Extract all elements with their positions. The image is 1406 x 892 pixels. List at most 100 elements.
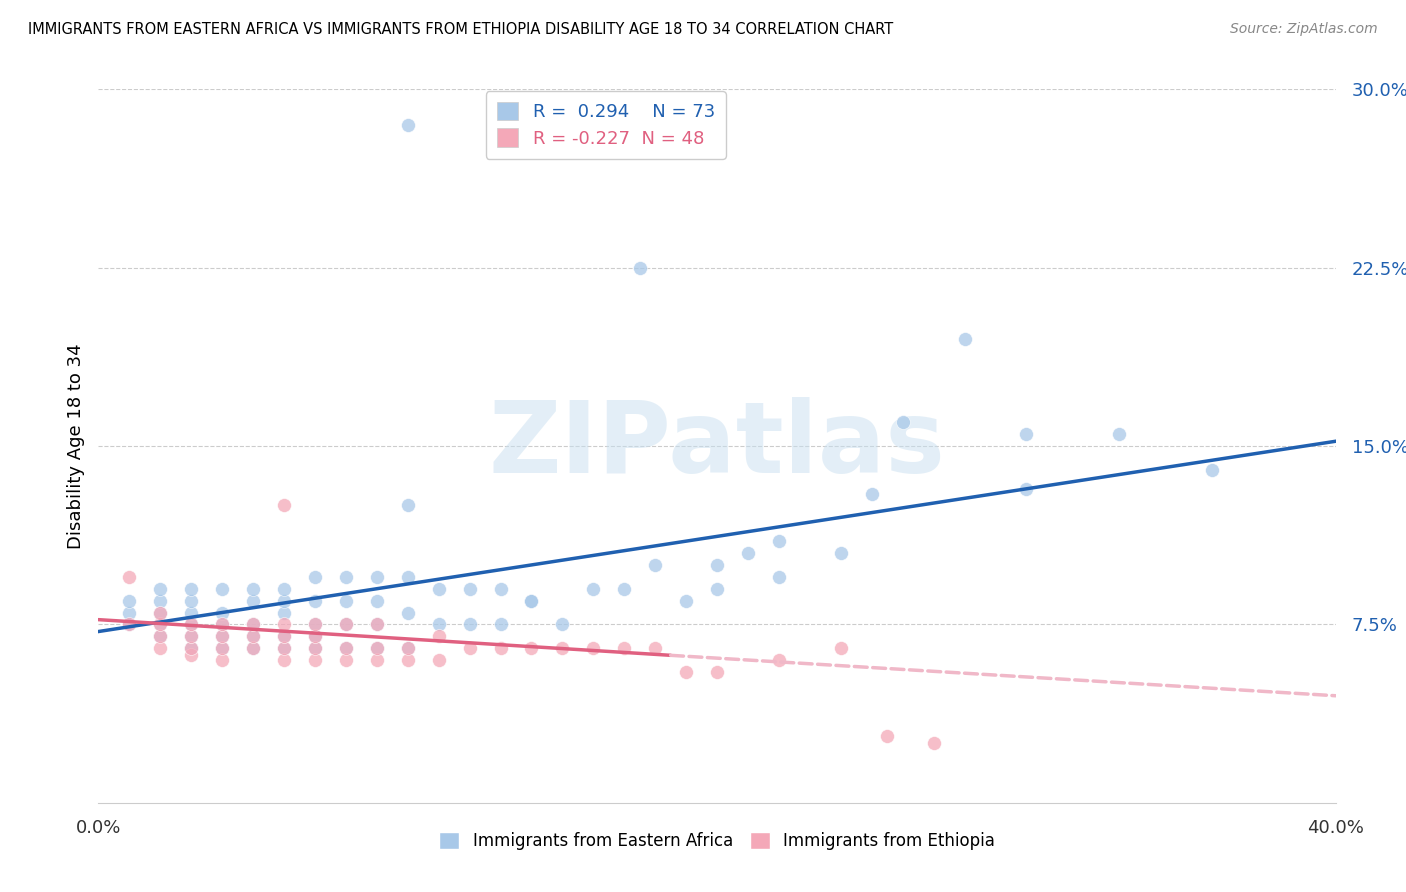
Point xyxy=(149,617,172,632)
Point xyxy=(180,641,202,656)
Point xyxy=(613,641,636,656)
Point xyxy=(953,332,976,346)
Point xyxy=(737,546,759,560)
Point xyxy=(489,582,512,596)
Point xyxy=(273,617,295,632)
Point xyxy=(242,617,264,632)
Point xyxy=(458,641,481,656)
Y-axis label: Disability Age 18 to 34: Disability Age 18 to 34 xyxy=(66,343,84,549)
Point xyxy=(149,606,172,620)
Point xyxy=(366,617,388,632)
Point xyxy=(366,641,388,656)
Point xyxy=(273,593,295,607)
Point xyxy=(211,641,233,656)
Point xyxy=(242,629,264,643)
Point xyxy=(427,653,450,667)
Point xyxy=(427,629,450,643)
Point xyxy=(304,570,326,584)
Point xyxy=(1015,482,1038,496)
Point xyxy=(458,617,481,632)
Point xyxy=(582,641,605,656)
Point xyxy=(335,593,357,607)
Point xyxy=(644,558,666,572)
Point xyxy=(396,653,419,667)
Point xyxy=(304,641,326,656)
Point xyxy=(520,593,543,607)
Point xyxy=(242,617,264,632)
Point xyxy=(427,617,450,632)
Point xyxy=(427,582,450,596)
Point xyxy=(304,593,326,607)
Point xyxy=(830,641,852,656)
Point xyxy=(489,617,512,632)
Point xyxy=(396,606,419,620)
Point xyxy=(149,593,172,607)
Point xyxy=(180,629,202,643)
Point xyxy=(211,606,233,620)
Point xyxy=(211,617,233,632)
Point xyxy=(149,582,172,596)
Point xyxy=(273,641,295,656)
Point xyxy=(242,629,264,643)
Point xyxy=(211,653,233,667)
Point xyxy=(1015,427,1038,442)
Point xyxy=(458,582,481,596)
Point xyxy=(273,629,295,643)
Point xyxy=(520,593,543,607)
Point xyxy=(304,629,326,643)
Point xyxy=(118,617,141,632)
Point xyxy=(118,570,141,584)
Point xyxy=(211,629,233,643)
Point xyxy=(118,593,141,607)
Point xyxy=(118,606,141,620)
Point xyxy=(396,118,419,132)
Point xyxy=(304,653,326,667)
Point xyxy=(180,582,202,596)
Point xyxy=(551,641,574,656)
Point xyxy=(706,582,728,596)
Point xyxy=(304,617,326,632)
Point xyxy=(613,582,636,596)
Point xyxy=(180,606,202,620)
Point xyxy=(891,415,914,429)
Point xyxy=(768,570,790,584)
Point xyxy=(273,629,295,643)
Point xyxy=(273,653,295,667)
Point xyxy=(335,641,357,656)
Point xyxy=(335,653,357,667)
Point xyxy=(1201,463,1223,477)
Text: IMMIGRANTS FROM EASTERN AFRICA VS IMMIGRANTS FROM ETHIOPIA DISABILITY AGE 18 TO : IMMIGRANTS FROM EASTERN AFRICA VS IMMIGR… xyxy=(28,22,893,37)
Point xyxy=(860,486,883,500)
Point xyxy=(366,570,388,584)
Point xyxy=(396,641,419,656)
Text: Source: ZipAtlas.com: Source: ZipAtlas.com xyxy=(1230,22,1378,37)
Point xyxy=(273,582,295,596)
Point xyxy=(768,653,790,667)
Point xyxy=(396,641,419,656)
Point xyxy=(644,641,666,656)
Point xyxy=(396,499,419,513)
Point xyxy=(366,641,388,656)
Point xyxy=(211,629,233,643)
Point xyxy=(242,641,264,656)
Point xyxy=(180,617,202,632)
Point xyxy=(304,641,326,656)
Point xyxy=(273,499,295,513)
Point xyxy=(149,617,172,632)
Point xyxy=(366,593,388,607)
Point xyxy=(335,617,357,632)
Point xyxy=(149,629,172,643)
Point xyxy=(242,593,264,607)
Point xyxy=(1108,427,1130,442)
Point xyxy=(242,641,264,656)
Point xyxy=(628,260,651,275)
Point xyxy=(768,534,790,549)
Point xyxy=(335,570,357,584)
Point xyxy=(396,570,419,584)
Point xyxy=(366,617,388,632)
Point xyxy=(180,629,202,643)
Point xyxy=(335,617,357,632)
Point xyxy=(582,582,605,596)
Point xyxy=(876,729,898,743)
Text: ZIPatlas: ZIPatlas xyxy=(489,398,945,494)
